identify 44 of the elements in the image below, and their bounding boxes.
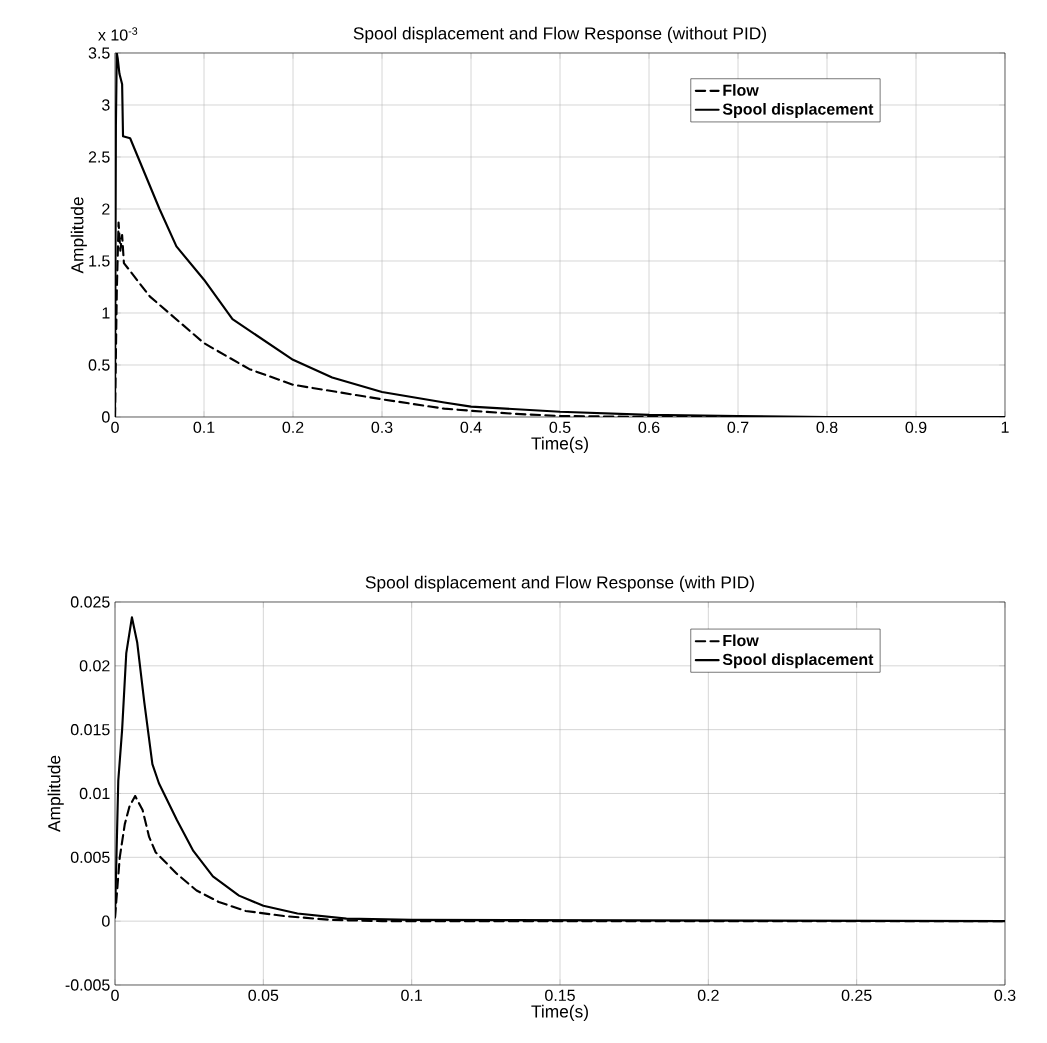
x-tick-label: 1 (1001, 421, 1009, 433)
y-tick-label: 3 (102, 99, 110, 111)
x-tick-label: 0.25 (841, 989, 872, 1002)
x-tick-label: 0.7 (727, 421, 749, 434)
x-axis-title: Time(s) (531, 436, 588, 453)
x-tick-label: 0 (111, 989, 119, 1002)
legend-label: Flow (723, 634, 759, 647)
x-tick-label: 0.8 (816, 421, 838, 434)
y-tick-label: 0.015 (70, 724, 110, 736)
x-tick-label: 0.05 (248, 989, 279, 1002)
y-tick-label: 1 (102, 307, 110, 319)
legend-label: Flow (723, 84, 759, 96)
y-axis-title: Amplitude (47, 755, 64, 832)
y-tick-label: 0 (102, 411, 110, 423)
x-tick-label: 0.6 (638, 421, 660, 434)
y-tick-label: 2.5 (88, 151, 110, 163)
x-tick-label: 0.3 (371, 421, 393, 434)
x-tick-label: 0.9 (905, 421, 927, 434)
y-tick-label: 0.005 (70, 851, 110, 863)
legend-label: Spool displacement (722, 653, 874, 669)
y-tick-label: 0 (102, 915, 110, 927)
x-tick-label: 0.3 (994, 989, 1016, 1002)
x-tick-label: 0.15 (545, 989, 575, 1002)
x-tick-label: 0.4 (460, 421, 482, 434)
y-tick-label: -0.005 (65, 979, 110, 991)
x-tick-label: 0.2 (697, 989, 719, 1002)
y-tick-label: 0.025 (70, 596, 110, 608)
y-tick-label: 2 (102, 203, 110, 215)
chart-title: Spool displacement and Flow Response (with PID) (365, 575, 754, 592)
y-tick-label: 3.5 (88, 47, 110, 59)
chart-title: Spool displacement and Flow Response (without PID) (353, 26, 766, 43)
x-tick-label: 0 (111, 421, 119, 434)
x-tick-label: 0.1 (401, 989, 423, 1002)
y-tick-label: 0.02 (79, 660, 110, 672)
x-tick-label: 0.1 (193, 421, 215, 434)
y-tick-label: 0.01 (79, 787, 110, 800)
x-tick-label: 0.5 (549, 421, 571, 434)
y-tick-label: 0.5 (88, 359, 110, 371)
text: x 10$^{-3}$ (98, 27, 138, 41)
x-tick-label: 0.2 (282, 421, 304, 434)
x-axis-title: Time(s) (531, 1004, 588, 1021)
y-tick-label: 1.5 (89, 255, 110, 267)
y-axis-title: Amplitude (70, 197, 87, 274)
legend-label: Spool displacement (722, 103, 874, 118)
